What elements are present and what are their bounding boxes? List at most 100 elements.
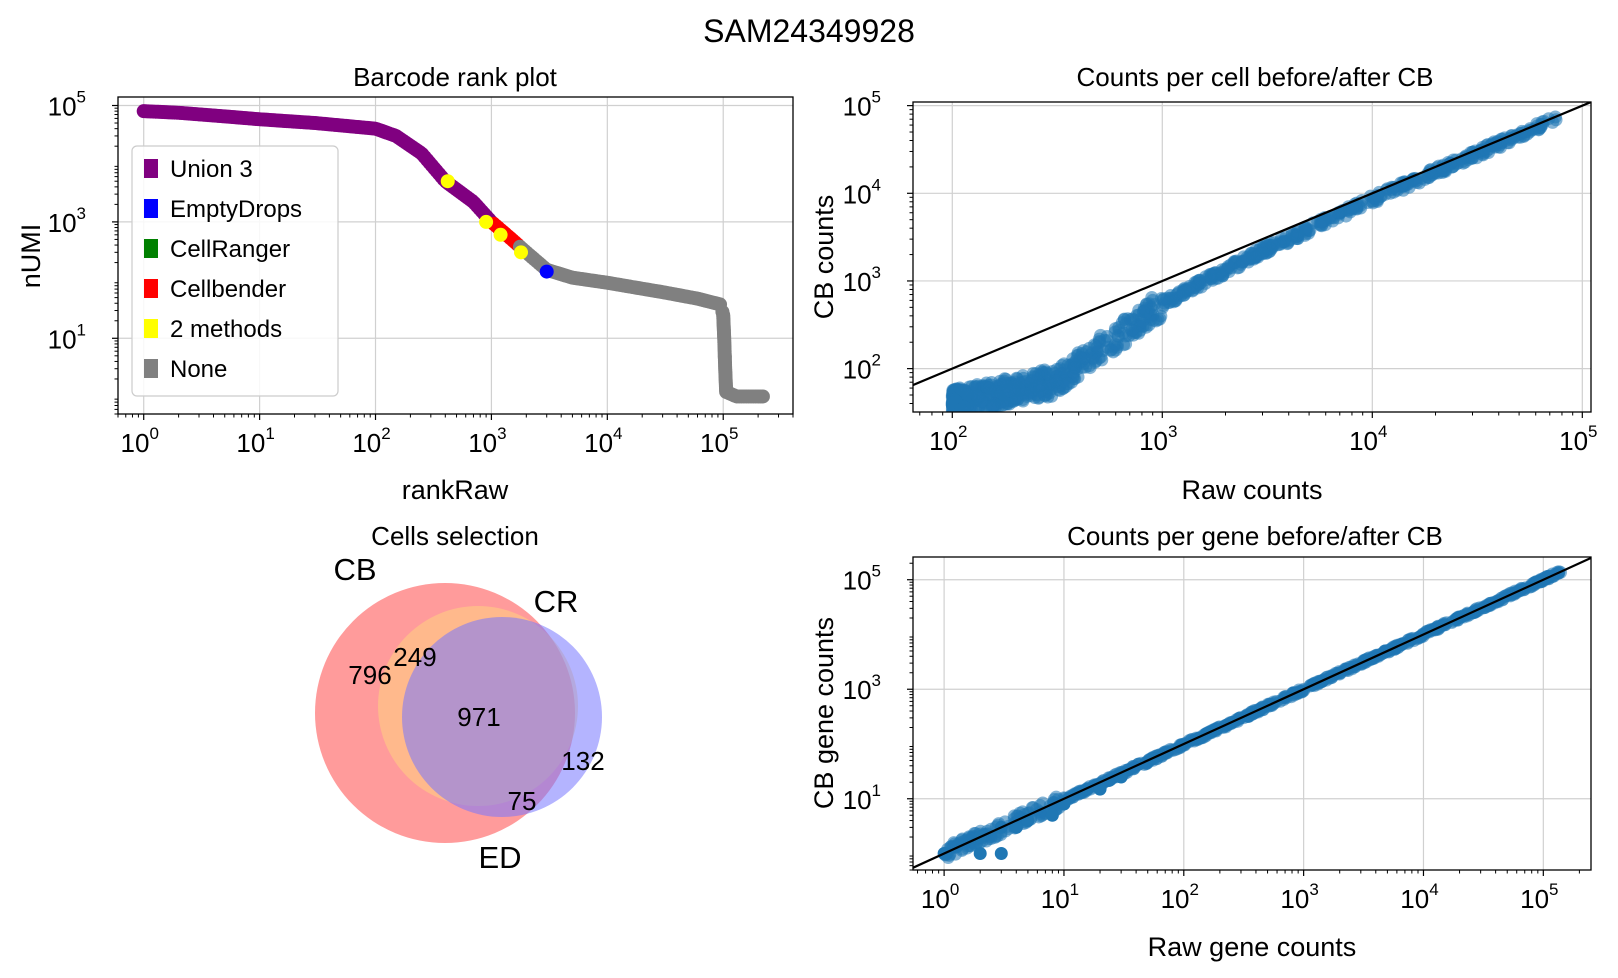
x-tick-label: 100 xyxy=(921,880,959,914)
venn-set-ed xyxy=(402,617,602,817)
y-tick-label: 103 xyxy=(48,204,86,238)
scatter-point xyxy=(1221,259,1235,273)
counts-per-gene-ticks: 100 101 102 103 104 105 101 103 105 xyxy=(843,562,1580,914)
counts-per-cell-marks xyxy=(913,102,1591,412)
venn-count-cb-cr-ed: 971 xyxy=(457,702,500,732)
x-tick-label: 105 xyxy=(700,424,738,458)
scatter-point xyxy=(1232,260,1246,274)
scatter-point xyxy=(1033,378,1047,392)
y-tick-label: 102 xyxy=(843,351,881,385)
counts-per-cell-title: Counts per cell before/after CB xyxy=(1077,62,1434,92)
identity-line xyxy=(913,102,1591,387)
barcode-rank-title: Barcode rank plot xyxy=(353,62,558,92)
scatter-point xyxy=(945,396,959,410)
counts-per-cell-axes-frame xyxy=(912,101,1592,413)
highlight-point xyxy=(493,227,508,242)
y-tick-label: 101 xyxy=(843,781,881,815)
scatter-point xyxy=(1090,340,1104,354)
x-tick-label: 103 xyxy=(468,424,506,458)
counts-per-gene-ylabel: CB gene counts xyxy=(809,617,839,809)
legend-swatch xyxy=(144,319,158,338)
x-tick-label: 104 xyxy=(1349,422,1387,456)
counts-per-gene-grid xyxy=(913,557,1591,870)
identity-line xyxy=(913,557,1591,869)
scatter-point xyxy=(1044,382,1058,396)
venn-count-cb-ed: 75 xyxy=(508,786,537,816)
scatter-point xyxy=(1034,364,1048,378)
counts-per-cell-panel: Counts per cell before/after CB 102 103 10… xyxy=(809,62,1598,505)
venn-count-cb-only: 796 xyxy=(348,660,391,690)
barcode-rank-legend: Union 3 EmptyDrops CellRanger Cellbender 2 m… xyxy=(131,145,339,397)
scatter-point xyxy=(1089,354,1103,368)
legend-swatch xyxy=(144,279,158,298)
scatter-point xyxy=(1167,295,1181,309)
y-tick-label: 103 xyxy=(843,671,881,705)
highlight-point xyxy=(479,214,494,229)
x-tick-label: 102 xyxy=(929,422,967,456)
legend-label: EmptyDrops xyxy=(170,196,302,223)
scatter-point xyxy=(1108,322,1122,336)
scatter-point xyxy=(1009,820,1023,834)
legend-swatch xyxy=(144,199,158,218)
y-tick-label: 105 xyxy=(843,88,881,122)
counts-per-gene-xlabel: Raw gene counts xyxy=(1148,932,1357,962)
legend-label: CellRanger xyxy=(170,236,290,263)
scatter-point xyxy=(1137,301,1151,315)
barcode-rank-axes-frame xyxy=(117,96,794,415)
barcode-rank-panel: Barcode rank plot 100 101 102 103 104 105 101 1… xyxy=(16,62,794,505)
x-tick-label: 100 xyxy=(121,424,159,458)
legend-label: 2 methods xyxy=(170,316,282,343)
scatter-point xyxy=(1343,205,1357,219)
y-tick-label: 103 xyxy=(843,263,881,297)
barcode-rank-ylabel: nUMI xyxy=(16,224,46,289)
x-tick-label: 101 xyxy=(236,424,274,458)
scatter-point xyxy=(953,381,967,395)
scatter-point xyxy=(954,403,968,412)
scatter-point xyxy=(1045,808,1059,822)
counts-per-cell-ylabel: CB counts xyxy=(809,195,839,320)
x-tick-label: 104 xyxy=(584,424,622,458)
x-tick-label: 102 xyxy=(352,424,390,458)
venn-label-ed: ED xyxy=(478,840,521,875)
scatter-point xyxy=(984,378,998,392)
y-tick-label: 101 xyxy=(48,320,86,354)
y-tick-label: 104 xyxy=(843,175,881,209)
counts-per-cell-grid xyxy=(913,102,1591,412)
legend-swatch xyxy=(144,239,158,258)
scatter-point xyxy=(1149,314,1163,328)
scatter-point xyxy=(995,398,1009,412)
highlight-point xyxy=(440,174,455,189)
figure-title: SAM24349928 xyxy=(703,13,915,49)
venn-count-ed-only: 132 xyxy=(561,746,604,776)
scatter-point xyxy=(1266,239,1280,253)
scatter-point xyxy=(1464,151,1478,165)
rank-point xyxy=(719,384,734,399)
counts-per-gene-panel: Counts per gene before/after CB 100 101 10… xyxy=(809,521,1592,962)
legend-frame xyxy=(131,145,339,397)
x-tick-label: 104 xyxy=(1400,880,1438,914)
scatter-point xyxy=(1255,247,1269,261)
highlight-point xyxy=(539,264,554,279)
scatter-point xyxy=(1073,351,1087,365)
counts-per-gene-axes-frame xyxy=(912,556,1592,871)
scatter-point xyxy=(994,847,1008,861)
scatter-point xyxy=(973,847,987,861)
highlight-point xyxy=(514,245,529,260)
x-tick-label: 105 xyxy=(1520,880,1558,914)
x-tick-label: 102 xyxy=(1161,880,1199,914)
rank-point xyxy=(755,389,770,404)
venn-label-cb: CB xyxy=(333,552,376,587)
legend-swatch xyxy=(144,159,158,178)
cells-selection-title: Cells selection xyxy=(371,521,539,551)
counts-per-gene-title: Counts per gene before/after CB xyxy=(1067,521,1443,551)
legend-label: None xyxy=(170,356,227,383)
scatter-point xyxy=(971,389,985,403)
legend-label: Cellbender xyxy=(170,276,286,303)
barcode-rank-xlabel: rankRaw xyxy=(402,475,509,505)
scatter-point xyxy=(1060,377,1074,391)
y-tick-label: 105 xyxy=(48,88,86,122)
x-tick-label: 105 xyxy=(1559,422,1597,456)
counts-per-gene-marks xyxy=(913,557,1591,869)
scatter-point xyxy=(1145,291,1159,305)
